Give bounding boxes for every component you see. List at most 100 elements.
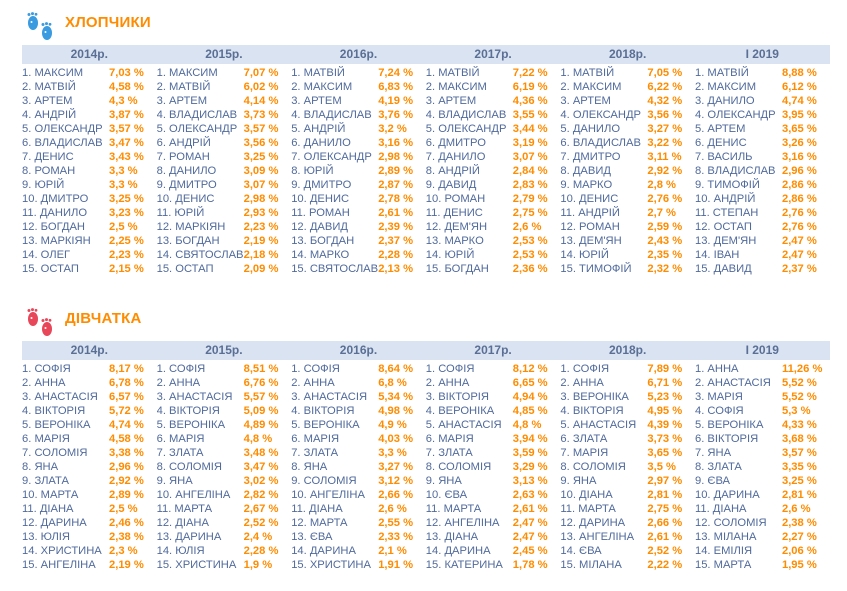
percent-value: 2,4 % bbox=[243, 531, 273, 543]
percent-value: 3,26 % bbox=[781, 137, 817, 149]
name-label: 6. МАРІЯ bbox=[425, 433, 474, 445]
name-label: 7. ЯНА bbox=[694, 447, 732, 459]
name-row: 13. МІЛАНА 2,27 % bbox=[695, 530, 830, 544]
year-header: 2015р. bbox=[156, 341, 292, 360]
percent-value: 6,12 % bbox=[781, 81, 817, 93]
percent-value: 2,19 % bbox=[243, 235, 279, 247]
percent-value: 4,32 % bbox=[647, 95, 683, 107]
percent-value: 4,58 % bbox=[109, 433, 144, 445]
percent-value: 2,61 % bbox=[512, 503, 548, 515]
name-label: 12. СОЛОМІЯ bbox=[694, 517, 767, 529]
name-row: 15. ХРИСТИНА 1,91 % bbox=[291, 558, 426, 572]
name-row: 6. ВЛАДИСЛАВ 3,22 % bbox=[560, 136, 695, 150]
percent-value: 8,17 % bbox=[109, 363, 144, 375]
name-label: 10. ЄВА bbox=[425, 489, 468, 501]
name-label: 12. ДАВИД bbox=[291, 221, 348, 233]
name-row: 2. АНАСТАСІЯ 5,52 % bbox=[695, 376, 830, 390]
name-label: 10. ДЕНИС bbox=[560, 193, 619, 205]
name-row: 10. АНДРІЙ 2,86 % bbox=[695, 192, 830, 206]
name-row: 15. КАТЕРИНА 1,78 % bbox=[426, 558, 561, 572]
name-label: 7. ЗЛАТА bbox=[425, 447, 473, 459]
percent-value: 2,1 % bbox=[378, 545, 407, 557]
name-row: 9. ДАВИД 2,83 % bbox=[426, 178, 561, 192]
name-label: 11. ДІАНА bbox=[22, 503, 74, 515]
name-label: 13. АНГЕЛІНА bbox=[560, 531, 635, 543]
name-label: 14. ЕМІЛІЯ bbox=[694, 545, 753, 557]
name-label: 14. ЮРІЙ bbox=[425, 249, 475, 261]
name-row: 3. АРТЕМ 4,3 % bbox=[22, 94, 157, 108]
name-label: 11. МАРТА bbox=[560, 503, 616, 515]
section-title: ХЛОПЧИКИ bbox=[65, 14, 151, 31]
percent-value: 7,24 % bbox=[378, 67, 414, 79]
name-row: 5. ВЕРОНІКА 4,89 % bbox=[157, 418, 292, 432]
name-row: 8. СОЛОМІЯ 3,47 % bbox=[157, 460, 292, 474]
percent-value: 2,86 % bbox=[781, 193, 817, 205]
name-label: 1. МАКСИМ bbox=[22, 67, 84, 79]
name-row: 13. МАРКО 2,53 % bbox=[426, 234, 561, 248]
percent-value: 4,03 % bbox=[378, 433, 414, 445]
name-label: 14. ЄВА bbox=[560, 545, 602, 557]
name-row: 11. ЮРІЙ 2,93 % bbox=[157, 206, 292, 220]
name-row: 4. ВЛАДИСЛАВ 3,55 % bbox=[426, 108, 561, 122]
name-label: 3. АНАСТАСІЯ bbox=[156, 391, 233, 403]
name-label: 1. СОФІЯ bbox=[156, 363, 206, 375]
name-row: 5. АНДРІЙ 3,2 % bbox=[291, 122, 426, 136]
percent-value: 3,27 % bbox=[647, 123, 683, 135]
name-label: 2. МАКСИМ bbox=[425, 81, 487, 93]
percent-value: 2,28 % bbox=[378, 249, 414, 261]
name-label: 4. ОЛЕКСАНДР bbox=[694, 109, 776, 121]
name-label: 12. ДАРИНА bbox=[22, 517, 87, 529]
percent-value: 2,28 % bbox=[243, 545, 279, 557]
name-label: 12. АНГЕЛІНА bbox=[425, 517, 500, 529]
percent-value: 4,36 % bbox=[512, 95, 548, 107]
name-row: 1. СОФІЯ 8,17 % bbox=[22, 362, 157, 376]
name-label: 4. ВЕРОНІКА bbox=[425, 405, 495, 417]
name-row: 8. ЯНА 3,27 % bbox=[291, 460, 426, 474]
name-label: 8. ВЛАДИСЛАВ bbox=[694, 165, 776, 177]
percent-value: 3,95 % bbox=[781, 109, 817, 121]
name-label: 6. ДЕНИС bbox=[694, 137, 747, 149]
name-row: 4. ВЛАДИСЛАВ 3,73 % bbox=[157, 108, 292, 122]
name-row: 12. ДАВИД 2,39 % bbox=[291, 220, 426, 234]
percent-value: 3,13 % bbox=[512, 475, 548, 487]
name-row: 5. ВЕРОНІКА 4,9 % bbox=[291, 418, 426, 432]
name-label: 11. ДЕНИС bbox=[425, 207, 483, 219]
name-row: 9. ЯНА 3,02 % bbox=[157, 474, 292, 488]
percent-value: 5,52 % bbox=[781, 377, 817, 389]
name-row: 11. МАРТА 2,61 % bbox=[426, 502, 561, 516]
year-column: 2018р. 1. СОФІЯ 7,89 % 2. АННА 6,71 % 3. ВЕРО… bbox=[560, 341, 695, 572]
name-row: 11. ДЕНИС 2,75 % bbox=[426, 206, 561, 220]
year-header: 2016р. bbox=[291, 45, 426, 64]
name-label: 1. СОФІЯ bbox=[22, 363, 71, 375]
percent-value: 2,47 % bbox=[781, 249, 817, 261]
percent-value: 2,86 % bbox=[781, 179, 817, 191]
name-label: 5. АРТЕМ bbox=[694, 123, 746, 135]
name-label: 10. АНДРІЙ bbox=[694, 193, 756, 205]
percent-value: 2,67 % bbox=[243, 503, 279, 515]
percent-value: 2,15 % bbox=[109, 263, 144, 275]
percent-value: 4,74 % bbox=[781, 95, 817, 107]
percent-value: 2,19 % bbox=[109, 559, 144, 571]
percent-value: 2,96 % bbox=[109, 461, 144, 473]
name-label: 15. ХРИСТИНА bbox=[156, 559, 237, 571]
percent-value: 5,52 % bbox=[781, 391, 817, 403]
name-label: 9. ЯНА bbox=[425, 475, 462, 487]
footprints-icon bbox=[27, 308, 52, 336]
name-label: 12. РОМАН bbox=[560, 221, 620, 233]
name-row: 10. РОМАН 2,79 % bbox=[426, 192, 561, 206]
name-row: 8. СОЛОМІЯ 3,29 % bbox=[426, 460, 561, 474]
name-label: 10. ДІАНА bbox=[560, 489, 613, 501]
year-header: 2018р. bbox=[560, 45, 695, 64]
name-label: 2. МАТВІЙ bbox=[156, 81, 211, 93]
percent-value: 2,27 % bbox=[781, 531, 817, 543]
percent-value: 7,22 % bbox=[512, 67, 548, 79]
name-label: 5. ВЕРОНІКА bbox=[694, 419, 764, 431]
year-column: 2015р. 1. СОФІЯ 8,51 % 2. АННА 6,76 % 3. АНАС… bbox=[156, 341, 292, 572]
percent-value: 3,43 % bbox=[109, 151, 144, 163]
name-row: 5. АРТЕМ 3,65 % bbox=[695, 122, 830, 136]
percent-value: 2,61 % bbox=[378, 207, 414, 219]
name-label: 3. АРТЕМ bbox=[156, 95, 208, 107]
name-row: 6. ДЕНИС 3,26 % bbox=[695, 136, 830, 150]
name-row: 12. ДЕМ'ЯН 2,6 % bbox=[426, 220, 561, 234]
name-row: 9. ЯНА 2,97 % bbox=[560, 474, 695, 488]
